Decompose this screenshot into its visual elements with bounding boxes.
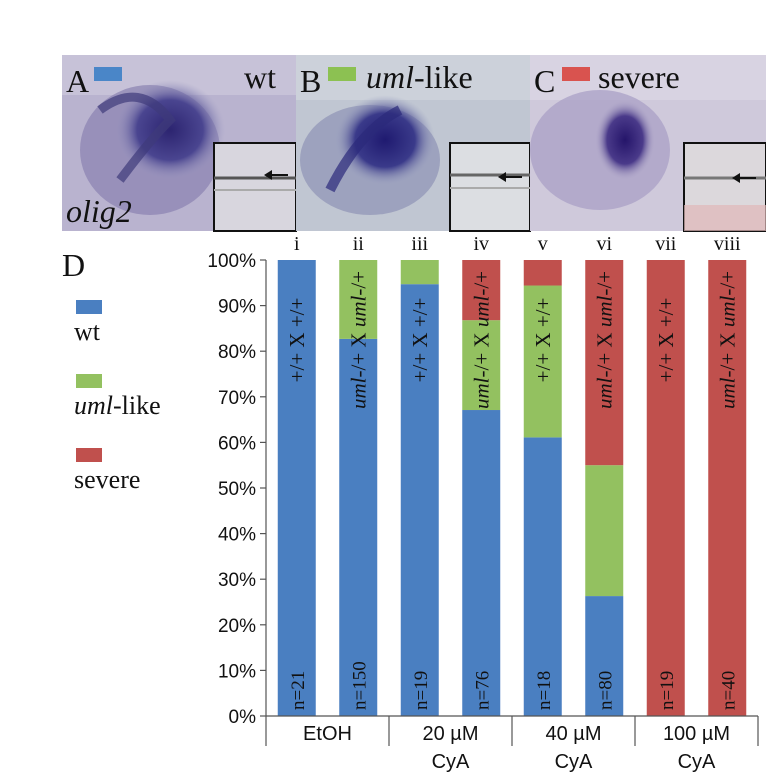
- y-tick-label: 70%: [218, 388, 256, 409]
- legend-label: severe: [74, 465, 140, 494]
- group-label-line2: CyA: [678, 751, 716, 773]
- y-axis: 0% 10% 20% 30% 40% 50% 60% 70% 80% 90% 100%: [207, 251, 266, 728]
- bar-category-label: i: [294, 233, 300, 255]
- bar-category-label: vii: [655, 233, 677, 255]
- group-label: EtOH: [303, 723, 352, 745]
- legend: wt uml-like severe: [74, 300, 161, 494]
- bar-segment-wt: [462, 410, 500, 716]
- cross-label: uml-/+ X uml-/+: [715, 271, 739, 409]
- legend-label: wt: [74, 317, 101, 346]
- cross-label: +/+ X +/+: [531, 298, 555, 383]
- cross-label: uml-/+ X uml-/+: [469, 271, 493, 409]
- group-label-line2: CyA: [555, 751, 593, 773]
- group-label-line2: CyA: [432, 751, 470, 773]
- legend-label: uml-like: [74, 391, 161, 420]
- bars: i +/+ X +/+ n=21 ii uml-/+ X uml-/+ n=150 iii +…: [278, 233, 747, 716]
- x-axis: EtOH 20 µM CyA 40 µM CyA 100 µM CyA: [266, 716, 758, 773]
- legend-swatch: [76, 374, 102, 388]
- chart-letter: D: [62, 247, 85, 283]
- bar-segment-uml-like: [585, 465, 623, 596]
- n-label: n=40: [718, 671, 739, 710]
- n-label: n=18: [534, 671, 555, 710]
- cross-label: +/+ X +/+: [408, 298, 432, 383]
- stacked-bar-chart: D wt uml-like severe 0% 10% 20% 30% 40% 50% 60% 7…: [0, 0, 766, 780]
- n-label: n=19: [657, 671, 678, 710]
- y-tick-label: 50%: [218, 479, 256, 500]
- n-label: n=150: [349, 661, 370, 710]
- legend-swatch: [76, 448, 102, 462]
- bar-category-label: vi: [596, 233, 612, 255]
- bar-segment-uml-like: [401, 260, 439, 284]
- y-tick-label: 30%: [218, 570, 256, 591]
- n-label: n=21: [288, 671, 309, 710]
- cross-label: +/+ X +/+: [285, 298, 309, 383]
- bar-category-label: viii: [714, 233, 741, 255]
- y-tick-label: 40%: [218, 525, 256, 546]
- cross-label: +/+ X +/+: [654, 298, 678, 383]
- group-label: 20 µM: [423, 723, 479, 745]
- cross-label: uml-/+ X uml-/+: [592, 271, 616, 409]
- y-tick-label: 100%: [207, 251, 256, 272]
- group-label: 100 µM: [663, 723, 730, 745]
- n-label: n=76: [472, 671, 493, 710]
- bar-segment-severe: [524, 260, 562, 286]
- y-tick-label: 60%: [218, 433, 256, 454]
- bar-category-label: iv: [473, 233, 489, 255]
- cross-label: uml-/+ X uml-/+: [346, 271, 370, 409]
- y-tick-label: 0%: [229, 707, 257, 728]
- group-label: 40 µM: [546, 723, 602, 745]
- y-tick-label: 90%: [218, 297, 256, 318]
- bar-category-label: ii: [353, 233, 365, 255]
- bar-category-label: v: [538, 233, 548, 255]
- n-label: n=19: [411, 671, 432, 710]
- bar-category-label: iii: [411, 233, 428, 255]
- n-label: n=80: [595, 671, 616, 710]
- legend-swatch: [76, 300, 102, 314]
- y-tick-label: 10%: [218, 661, 256, 682]
- y-tick-label: 20%: [218, 616, 256, 637]
- y-tick-label: 80%: [218, 342, 256, 363]
